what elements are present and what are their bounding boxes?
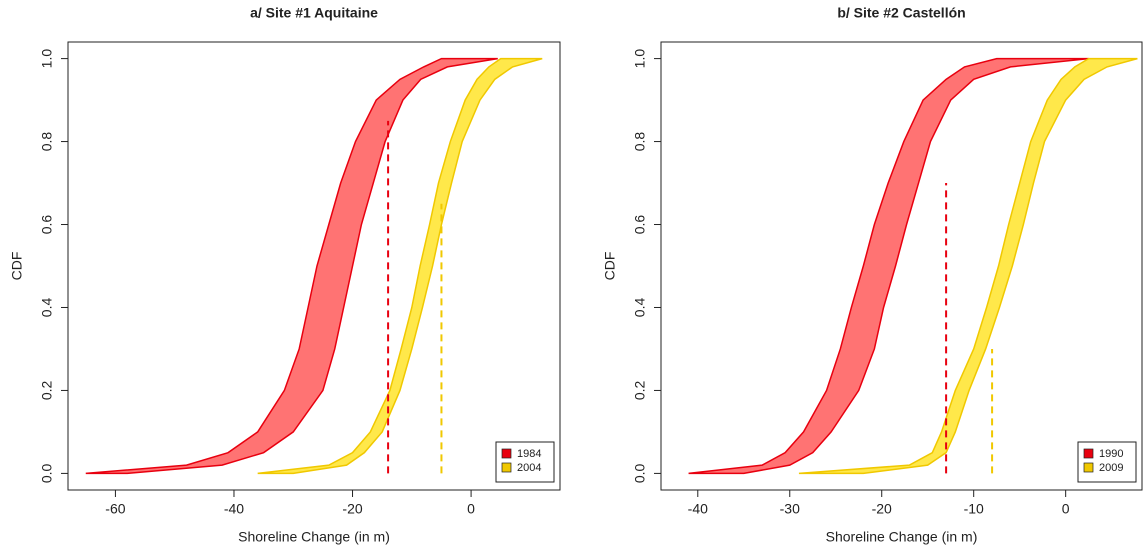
x-tick-label: -60: [105, 501, 125, 517]
plot-frame: [660, 41, 1143, 491]
y-tick-label: 0.8: [39, 132, 55, 152]
x-axis-label: Shoreline Change (in m): [826, 529, 978, 545]
x-tick-label: -30: [780, 501, 800, 517]
y-tick-label: 0.6: [39, 215, 55, 235]
x-tick-label: -20: [872, 501, 892, 517]
y-tick-label: 0.6: [632, 215, 648, 235]
y-tick-label: 0.2: [39, 381, 55, 401]
cdf-band: [257, 57, 543, 475]
y-axis-label: CDF: [9, 252, 25, 281]
chart-title: a/ Site #1 Aquitaine: [250, 5, 378, 21]
legend-label: 2004: [517, 462, 541, 474]
legend: 1984 2004: [495, 441, 555, 483]
y-tick-label: 0.2: [632, 381, 648, 401]
cdf-band: [688, 57, 1089, 475]
y-tick-label: 0.0: [632, 463, 648, 483]
legend-label: 1990: [1099, 448, 1123, 460]
legend-swatch: [1083, 462, 1094, 473]
y-axis-label: CDF: [602, 252, 618, 281]
x-tick-label: -10: [964, 501, 984, 517]
y-tick-label: 0.0: [39, 463, 55, 483]
legend: 1990 2009: [1077, 441, 1137, 483]
y-tick-label: 0.4: [39, 298, 55, 318]
y-tick-label: 0.8: [632, 132, 648, 152]
legend-swatch: [1083, 448, 1094, 459]
legend-swatch: [501, 448, 512, 459]
legend-label: 1984: [517, 448, 541, 460]
y-tick-label: 0.4: [632, 298, 648, 318]
x-tick-label: -40: [224, 501, 244, 517]
x-tick-label: -40: [688, 501, 708, 517]
chart-title: b/ Site #2 Castellón: [837, 5, 965, 21]
x-tick-label: -20: [342, 501, 362, 517]
x-axis-label: Shoreline Change (in m): [238, 529, 390, 545]
cdf-band: [85, 57, 498, 475]
y-tick-label: 1.0: [632, 49, 648, 69]
legend-swatch: [501, 462, 512, 473]
y-tick-label: 1.0: [39, 49, 55, 69]
cdf-band: [798, 57, 1138, 475]
legend-label: 2009: [1099, 462, 1123, 474]
x-tick-label: 0: [467, 501, 475, 517]
x-tick-label: 0: [1062, 501, 1070, 517]
plot-frame: [67, 41, 561, 491]
